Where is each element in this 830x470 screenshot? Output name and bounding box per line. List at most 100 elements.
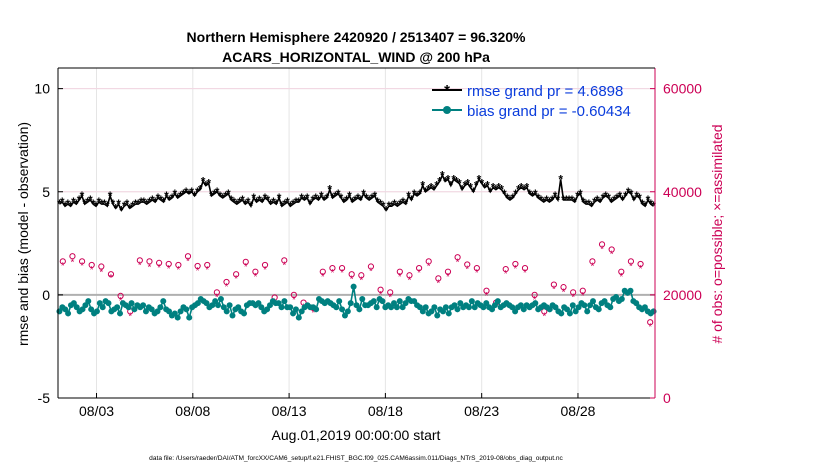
rmse-point: *	[353, 193, 358, 207]
rmse-point: *	[426, 183, 431, 197]
rmse-point: *	[184, 185, 189, 199]
rmse-point: *	[144, 197, 149, 211]
rmse-point: *	[632, 193, 637, 207]
obs-possible-point	[598, 241, 606, 248]
rmse-point: *	[119, 203, 124, 217]
right-axis-ticks: 0 20000 40000 60000	[650, 81, 702, 406]
rmse-point: *	[502, 187, 507, 201]
obs-possible-point	[435, 275, 442, 282]
obs-possible-point	[444, 268, 452, 275]
bias-point	[105, 300, 112, 307]
rmse-point: *	[609, 195, 614, 209]
rmse-point: *	[392, 197, 397, 211]
legend-rmse-marker: *	[444, 82, 450, 99]
rmse-point: *	[558, 172, 563, 186]
bias-point	[465, 304, 472, 311]
obs-assimilated-point: *	[80, 261, 84, 272]
obs-assimilated-series: * * * * * * * * * * * * * * * * * * * * * * * * * * * * * * * * * * * * * * * *…	[61, 244, 652, 332]
obs-assimilated-point: *	[504, 269, 508, 280]
bias-point	[569, 302, 576, 309]
bias-series	[56, 283, 657, 321]
obs-possible-point	[377, 286, 384, 293]
rmse-point: *	[651, 199, 656, 213]
obs-assimilated-point: *	[330, 268, 334, 279]
obs-assimilated-point: *	[552, 285, 556, 296]
rmse-point: *	[581, 195, 586, 209]
rmse-point: *	[63, 199, 68, 213]
bias-point	[215, 302, 222, 309]
rmse-point: *	[437, 174, 442, 188]
rmse-point: *	[367, 193, 372, 207]
obs-assimilated-point: *	[234, 274, 238, 285]
obs-assimilated-point: *	[619, 272, 623, 283]
rmse-point: *	[153, 195, 158, 209]
x-axis-ticks: 08/03 08/08 08/13 08/18 08/23 08/28	[79, 393, 596, 419]
rmse-point: *	[147, 195, 152, 209]
rmse-point: *	[99, 197, 104, 211]
bias-point	[157, 304, 164, 311]
bias-point	[85, 298, 92, 305]
rmse-point: *	[316, 193, 321, 207]
rmse-point: *	[584, 197, 589, 211]
obs-possible-point	[570, 289, 577, 296]
legend-bias-marker	[443, 106, 451, 114]
rmse-point: *	[575, 189, 580, 203]
rmse-point: *	[175, 191, 180, 205]
obs-assimilated-point: *	[109, 273, 113, 284]
rmse-point: *	[113, 201, 118, 215]
rmse-point: *	[412, 187, 417, 201]
x-tick-label: 08/23	[464, 403, 499, 419]
rmse-point: *	[204, 179, 209, 193]
left-tick-label: 5	[42, 184, 50, 200]
rmse-point: *	[232, 195, 237, 209]
rmse-point: *	[372, 189, 377, 203]
obs-assimilated-point: *	[263, 265, 267, 276]
right-tick-label: 0	[663, 390, 671, 406]
rmse-point: *	[606, 191, 611, 205]
rmse-point: *	[623, 189, 628, 203]
rmse-point: *	[77, 193, 82, 207]
rmse-point: *	[91, 197, 96, 211]
rmse-point: *	[494, 183, 499, 197]
rmse-point: *	[516, 183, 521, 197]
rmse-point: *	[313, 191, 318, 205]
rmse-point: *	[454, 174, 459, 188]
obs-assimilated-point: *	[494, 303, 498, 314]
rmse-point: *	[440, 168, 445, 182]
obs-possible-point	[165, 260, 172, 268]
rmse-point: *	[646, 193, 651, 207]
obs-possible-point	[608, 246, 615, 253]
rmse-point: *	[451, 172, 456, 186]
obs-possible-point	[512, 260, 519, 268]
rmse-point: *	[285, 195, 290, 209]
rmse-point: *	[482, 181, 487, 195]
bias-point	[422, 304, 429, 311]
y-axis-right-label: # of obs: o=possible; ×=assimilated	[709, 124, 725, 343]
obs-assimilated-point: *	[408, 275, 412, 286]
rmse-point: *	[161, 195, 166, 209]
rmse-point: *	[403, 197, 408, 211]
obs-possible-point	[367, 263, 375, 270]
bias-point	[292, 306, 299, 313]
obs-possible-point	[396, 268, 403, 275]
obs-assimilated-point: *	[292, 295, 296, 306]
rmse-point: *	[508, 193, 513, 207]
legend: * rmse grand pr = 4.6898 bias grand pr =…	[432, 82, 631, 120]
obs-assimilated-point: *	[148, 263, 152, 274]
rmse-point: *	[170, 191, 175, 205]
rmse-point: *	[336, 187, 341, 201]
obs-possible-point	[627, 258, 635, 265]
rmse-point: *	[181, 187, 186, 201]
rmse-point: *	[68, 199, 73, 213]
rmse-point: *	[85, 195, 90, 209]
x-tick-label: 08/13	[272, 403, 307, 419]
rmse-point: *	[615, 191, 620, 205]
rmse-point: *	[105, 199, 110, 213]
rmse-point: *	[212, 187, 217, 201]
rmse-point: *	[268, 197, 273, 211]
rmse-point: *	[522, 183, 527, 197]
obs-assimilated-point: *	[513, 264, 517, 275]
bias-point	[347, 300, 354, 307]
rmse-point: *	[125, 197, 130, 211]
rmse-point: *	[589, 199, 594, 213]
